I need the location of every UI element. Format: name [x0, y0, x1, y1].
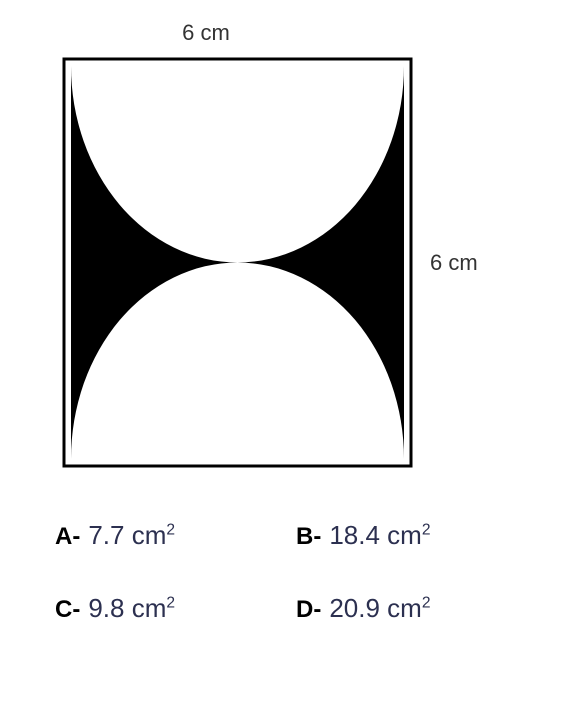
answer-row-2: C- 9.8 cm2 D- 20.9 cm2	[55, 593, 537, 624]
answer-D: D- 20.9 cm2	[296, 593, 537, 624]
answer-row-1: A- 7.7 cm2 B- 18.4 cm2	[55, 520, 537, 551]
diagram-figure	[60, 55, 415, 470]
side-dimension-label: 6 cm	[430, 250, 478, 276]
answer-C: C- 9.8 cm2	[55, 593, 296, 624]
diagram-svg	[60, 55, 415, 470]
answer-letter: A-	[55, 523, 80, 551]
answer-value: 20.9 cm2	[329, 593, 430, 624]
answer-letter: C-	[55, 596, 80, 624]
top-dimension-label: 6 cm	[0, 20, 412, 46]
answer-letter: D-	[296, 596, 321, 624]
answer-choices: A- 7.7 cm2 B- 18.4 cm2 C- 9.8 cm2 D- 20.…	[55, 520, 537, 666]
page-root: 6 cm 6 cm A- 7.7 cm2 B- 18.4 cm2 C- 9.8 …	[0, 0, 577, 703]
answer-A: A- 7.7 cm2	[55, 520, 296, 551]
answer-letter: B-	[296, 523, 321, 551]
answer-B: B- 18.4 cm2	[296, 520, 537, 551]
answer-value: 18.4 cm2	[329, 520, 430, 551]
answer-value: 7.7 cm2	[88, 520, 175, 551]
answer-value: 9.8 cm2	[88, 593, 175, 624]
